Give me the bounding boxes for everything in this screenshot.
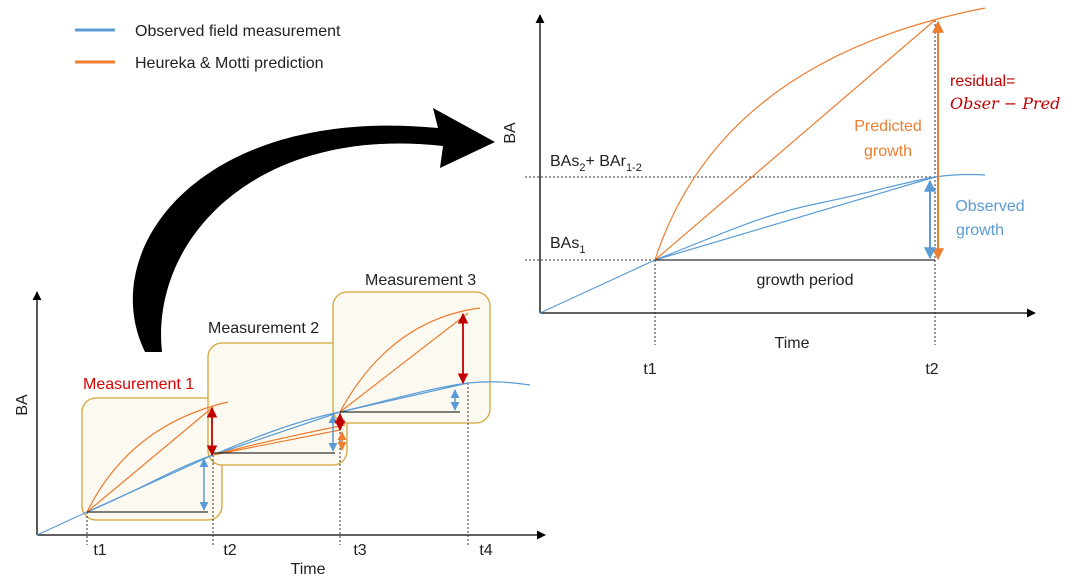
- measurement-box: [207, 342, 348, 466]
- level-label: BAs2+ BAr1-2: [550, 153, 642, 174]
- label-part: 2: [579, 162, 585, 174]
- tick-label: t1: [93, 542, 106, 559]
- right-chart: BA Time t1 t2 BAs2+ BAr1-2 BAs1 growth p…: [502, 7, 1060, 378]
- level-label: BAs1: [550, 235, 585, 256]
- y-axis-label: BA: [14, 394, 31, 416]
- observed-label: growth: [956, 222, 1004, 239]
- measurement-label: Measurement 1: [83, 376, 194, 393]
- label-part: BAs: [550, 153, 579, 170]
- predicted-label: growth: [864, 143, 912, 160]
- predicted-label: Predicted: [854, 118, 922, 135]
- tick-label: t2: [223, 542, 236, 559]
- legend-label: Heureka & Motti prediction: [135, 55, 324, 72]
- tick-label: t2: [925, 361, 938, 378]
- tick-label: t1: [643, 361, 656, 378]
- measurement-box: [332, 291, 491, 424]
- growth-period-label: growth period: [757, 272, 854, 289]
- measurement-label: Measurement 3: [365, 272, 476, 289]
- y-axis-label: BA: [502, 122, 519, 144]
- transition-arrow: [132, 108, 495, 352]
- x-axis-label: Time: [291, 561, 326, 576]
- label-part: + BAr: [585, 153, 626, 170]
- label-part: 1-2: [626, 162, 642, 174]
- residual-formula: Obser − Pred: [950, 94, 1060, 113]
- observed-label: Observed: [955, 198, 1024, 215]
- x-axis-label: Time: [775, 335, 810, 352]
- tick-label: t3: [353, 542, 366, 559]
- residual-label: residual=: [950, 73, 1015, 90]
- legend-label: Observed field measurement: [135, 23, 341, 40]
- label-part: BAs: [550, 235, 579, 252]
- label-part: 1: [579, 244, 585, 256]
- left-chart: Measurement 1 Measurement 2 Measurement …: [14, 272, 546, 576]
- measurement-label: Measurement 2: [208, 320, 319, 337]
- tick-label: t4: [479, 542, 492, 559]
